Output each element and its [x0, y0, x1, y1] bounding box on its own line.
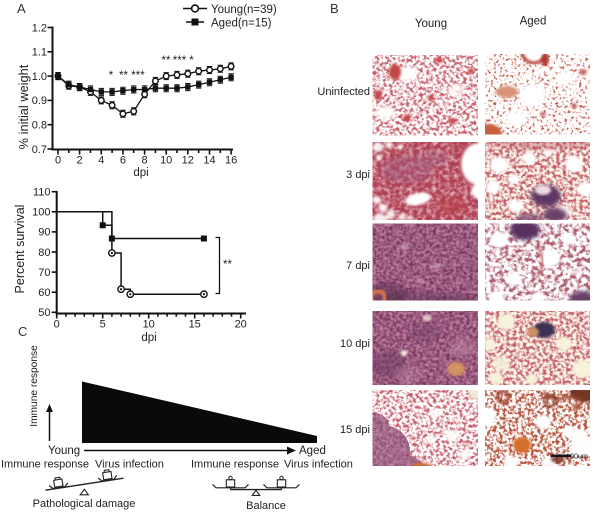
svg-text:60: 60: [38, 287, 50, 299]
svg-text:A: A: [17, 1, 26, 16]
svg-text:Virus infection: Virus infection: [284, 459, 353, 471]
svg-text:***: ***: [131, 70, 145, 82]
svg-text:***: ***: [173, 55, 187, 67]
svg-text:Balance: Balance: [246, 500, 286, 512]
svg-text:20: 20: [235, 319, 247, 331]
svg-text:14: 14: [203, 155, 215, 167]
svg-text:% initial weight: % initial weight: [16, 64, 31, 149]
svg-text:**: **: [119, 70, 128, 82]
svg-text:8: 8: [142, 155, 148, 167]
svg-text:0.8: 0.8: [32, 120, 47, 132]
svg-text:6: 6: [120, 155, 126, 167]
svg-text:12: 12: [182, 155, 194, 167]
svg-text:7 dpi: 7 dpi: [346, 260, 370, 272]
svg-text:80: 80: [38, 247, 50, 259]
svg-text:0.7: 0.7: [32, 144, 47, 156]
svg-text:15: 15: [189, 319, 201, 331]
svg-text:Aged: Aged: [299, 445, 326, 457]
svg-text:15 dpi: 15 dpi: [340, 424, 370, 436]
svg-text:Young: Young: [415, 18, 447, 30]
svg-text:1.2: 1.2: [32, 22, 47, 34]
svg-text:3 dpi: 3 dpi: [346, 169, 370, 181]
svg-text:**: **: [223, 259, 232, 271]
svg-text:100um: 100um: [566, 452, 588, 461]
svg-text:16: 16: [225, 155, 237, 167]
svg-text:1.1: 1.1: [32, 47, 47, 59]
svg-text:2: 2: [77, 155, 83, 167]
svg-text:50: 50: [38, 307, 50, 319]
svg-text:5: 5: [100, 319, 106, 331]
svg-text:B: B: [330, 1, 339, 16]
svg-text:**: **: [162, 55, 171, 67]
svg-text:Young: Young: [48, 445, 80, 457]
svg-text:10 dpi: 10 dpi: [340, 338, 370, 350]
svg-text:90: 90: [38, 227, 50, 239]
svg-text:Aged(n=15): Aged(n=15): [211, 18, 272, 30]
svg-text:Pathological damage: Pathological damage: [33, 498, 136, 510]
svg-text:dpi: dpi: [141, 332, 156, 344]
svg-text:Young(n=39): Young(n=39): [211, 4, 277, 16]
svg-text:100: 100: [32, 207, 50, 219]
svg-text:C: C: [18, 324, 27, 339]
svg-text:Virus infection: Virus infection: [95, 459, 164, 471]
svg-text:4: 4: [98, 155, 104, 167]
svg-text:110: 110: [33, 187, 51, 199]
svg-text:0: 0: [55, 155, 61, 167]
svg-text:1.0: 1.0: [32, 71, 47, 83]
svg-text:*: *: [109, 70, 114, 82]
svg-text:0.9: 0.9: [32, 95, 47, 107]
svg-text:Immune response: Immune response: [191, 459, 279, 471]
svg-text:Immune response: Immune response: [29, 345, 40, 427]
svg-text:Aged: Aged: [520, 16, 547, 28]
svg-text:*: *: [189, 55, 194, 67]
svg-text:70: 70: [38, 267, 50, 279]
svg-text:10: 10: [143, 319, 155, 331]
svg-text:Immune response: Immune response: [1, 459, 89, 471]
svg-text:0: 0: [54, 319, 60, 331]
svg-text:Percent survival: Percent survival: [13, 205, 27, 294]
svg-text:dpi: dpi: [133, 167, 148, 179]
svg-text:Uninfected: Uninfected: [317, 86, 370, 98]
svg-text:10: 10: [160, 155, 172, 167]
